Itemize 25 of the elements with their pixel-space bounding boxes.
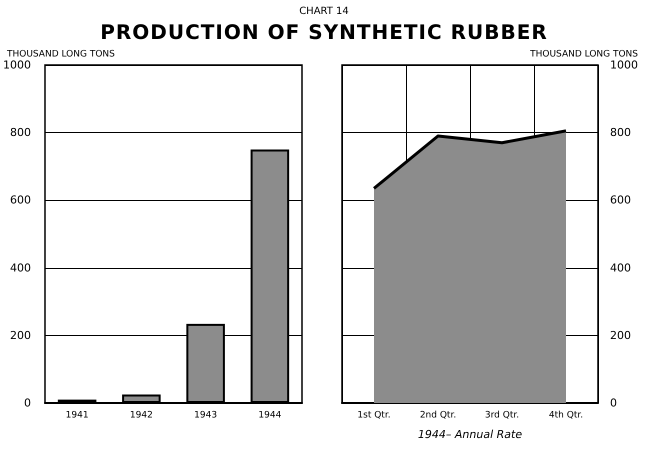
y-axis-title: THOUSAND LONG TONS — [6, 50, 116, 60]
x-tick-label: 1942 — [130, 410, 153, 420]
x-tick-label: 3rd Qtr. — [484, 410, 520, 420]
x-tick-label: 4th Qtr. — [548, 410, 584, 420]
y2-tick-label: 400 — [610, 261, 631, 274]
y2-axis-title: THOUSAND LONG TONS — [529, 50, 638, 60]
y-tick-label: 1000 — [2, 58, 31, 72]
text: CHART 14 — [298, 6, 350, 17]
y2-tick-label: 600 — [610, 194, 631, 207]
chart-title: PRODUCTION OF SYNTHETIC RUBBER — [99, 20, 549, 44]
y-tick-label: 600 — [10, 194, 31, 207]
y-tick-label: 800 — [10, 126, 31, 140]
y-tick-label: 0 — [24, 396, 31, 410]
x-tick-label: 1st Qtr. — [357, 410, 391, 420]
x-tick-label: 1944 — [258, 410, 282, 420]
x-axis-title: 1944– Annual Rate — [418, 428, 522, 441]
y2-tick-label: 800 — [610, 126, 631, 140]
y2-tick-label: 200 — [610, 328, 631, 342]
x-tick-label: 1943 — [194, 410, 218, 420]
x-tick-label: 1941 — [66, 410, 89, 420]
y-tick-label: 400 — [10, 261, 31, 274]
y-tick-label: 200 — [10, 328, 31, 342]
x-tick-label: 2nd Qtr. — [420, 410, 456, 420]
y2-tick-label: 1000 — [610, 58, 638, 72]
y2-tick-label: 0 — [610, 396, 617, 410]
